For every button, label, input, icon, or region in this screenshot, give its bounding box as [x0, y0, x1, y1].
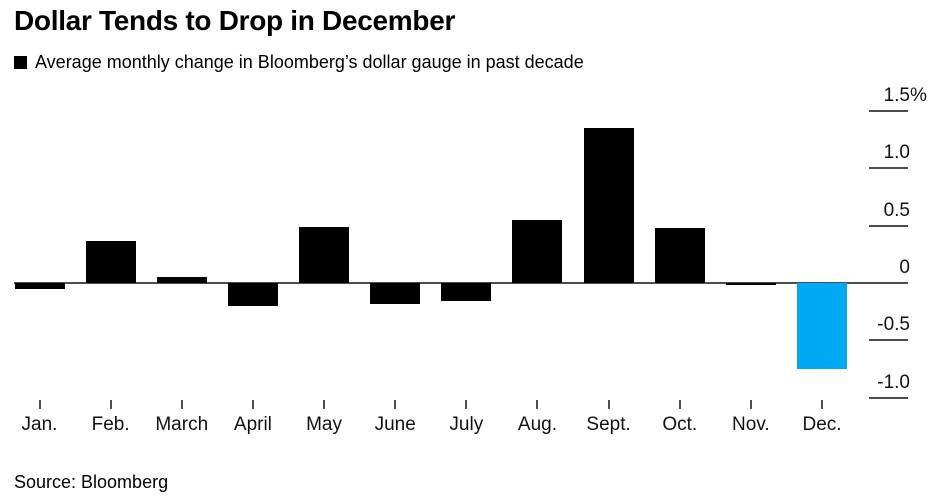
bar-march — [156, 277, 207, 283]
y-axis-unit-suffix: % — [910, 84, 927, 106]
legend-swatch-icon — [14, 55, 27, 69]
bar-dec — [797, 283, 848, 370]
bar-sept — [583, 128, 634, 283]
x-axis-tick — [465, 400, 468, 409]
x-axis-tick — [749, 400, 752, 409]
y-axis-label: 1.5% — [883, 84, 927, 106]
y-axis-label-value: 0 — [899, 257, 910, 278]
x-axis-tick — [323, 400, 326, 409]
x-axis-label-april: April — [233, 414, 272, 435]
x-axis-tick — [536, 400, 539, 409]
legend-label: Average monthly change in Bloomberg’s do… — [35, 52, 584, 72]
x-axis-label-may: May — [306, 414, 342, 435]
x-axis-label-oct: Oct. — [662, 414, 698, 435]
x-axis-tick — [607, 400, 610, 409]
x-axis-tick — [678, 400, 681, 409]
x-axis-label-dec: Dec. — [802, 414, 842, 435]
x-axis-label-june: June — [374, 414, 416, 435]
x-axis-tick — [394, 400, 397, 409]
x-axis-tick — [251, 400, 254, 409]
y-axis-label: -0.5 — [877, 314, 910, 335]
bar-nov — [725, 283, 776, 286]
bar-feb — [85, 240, 136, 283]
y-axis-label-value: 1.5 — [883, 84, 910, 106]
chart-title: Dollar Tends to Drop in December — [14, 5, 456, 36]
x-axis-label-feb: Feb. — [91, 414, 130, 435]
legend: Average monthly change in Bloomberg’s do… — [14, 52, 584, 72]
y-axis-label: 1.0 — [884, 142, 910, 163]
y-axis-tick — [869, 339, 908, 342]
bar-aug — [512, 219, 563, 283]
y-axis-tick — [869, 396, 908, 399]
y-axis-label-value: 1.0 — [883, 142, 910, 164]
x-axis-label-sept: Sept. — [586, 414, 631, 435]
x-axis-label-aug: Aug. — [517, 414, 558, 435]
bar-july — [441, 283, 492, 302]
y-axis-label-value: -0.5 — [877, 314, 910, 336]
y-axis-label: -1.0 — [877, 372, 910, 393]
y-axis-label-value: -1.0 — [877, 371, 910, 393]
bar-may — [299, 226, 350, 283]
y-axis-tick — [869, 109, 908, 112]
x-axis-tick — [180, 400, 183, 409]
y-axis-label: 0.5 — [884, 200, 910, 221]
x-axis-tick — [109, 400, 112, 409]
x-axis-tick — [38, 400, 41, 409]
bar-jan — [14, 283, 65, 289]
x-axis-label-july: July — [449, 414, 484, 435]
y-axis-label-value: 0.5 — [883, 199, 910, 221]
x-axis-label-march: March — [155, 414, 209, 435]
source-note: Source: Bloomberg — [14, 472, 169, 492]
bar-oct — [654, 227, 705, 283]
bar-april — [227, 283, 278, 306]
y-axis-tick — [869, 224, 908, 227]
x-axis-label-jan: Jan. — [21, 414, 58, 435]
x-axis-label-nov: Nov. — [732, 414, 770, 435]
y-axis-tick — [869, 167, 908, 170]
y-axis-label: 0 — [899, 257, 910, 278]
bar-june — [370, 283, 421, 304]
x-axis-tick — [821, 400, 824, 409]
